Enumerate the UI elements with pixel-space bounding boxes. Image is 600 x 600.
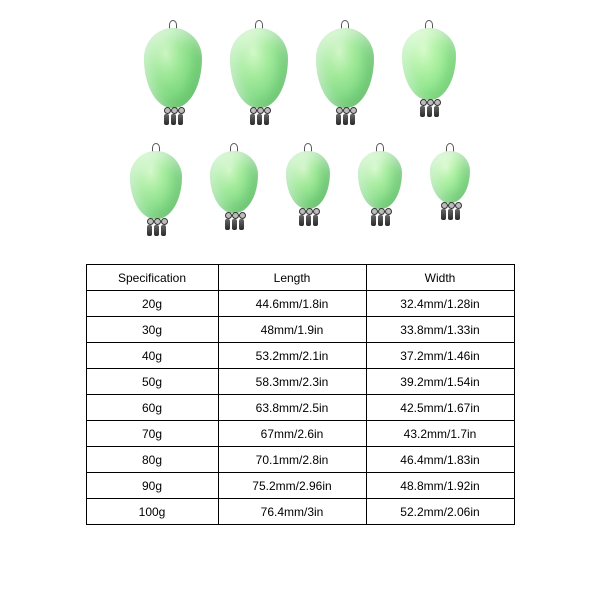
row1-item-0 [144, 20, 202, 125]
swivel-icon [264, 107, 269, 125]
swivel-icon [154, 218, 159, 236]
table-row: 80g70.1mm/2.8in46.4mm/1.83in [86, 447, 514, 473]
swivel-group [336, 107, 355, 125]
swivel-group [225, 212, 244, 230]
cell-length: 58.3mm/2.3in [218, 369, 366, 395]
swivel-group [299, 208, 318, 226]
swivel-group [371, 208, 390, 226]
cell-width: 33.8mm/1.33in [366, 317, 514, 343]
swivel-icon [336, 107, 341, 125]
float-bulb [230, 28, 288, 108]
table-header-row: Specification Length Width [86, 265, 514, 291]
swivel-icon [161, 218, 166, 236]
swivel-icon [427, 99, 432, 117]
swivel-group [164, 107, 183, 125]
float-bulb [130, 151, 182, 219]
float-bulb [402, 28, 456, 100]
table-row: 90g75.2mm/2.96in48.8mm/1.92in [86, 473, 514, 499]
row1-item-1 [230, 20, 288, 125]
cell-spec: 40g [86, 343, 218, 369]
swivel-group [147, 218, 166, 236]
table-row: 20g44.6mm/1.8in32.4mm/1.28in [86, 291, 514, 317]
swivel-icon [239, 212, 244, 230]
cell-length: 48mm/1.9in [218, 317, 366, 343]
row1-item-2 [316, 20, 374, 125]
cell-width: 43.2mm/1.7in [366, 421, 514, 447]
cell-width: 39.2mm/1.54in [366, 369, 514, 395]
cell-spec: 30g [86, 317, 218, 343]
product-row-2 [130, 143, 470, 236]
cell-width: 46.4mm/1.83in [366, 447, 514, 473]
cell-spec: 100g [86, 499, 218, 525]
cell-width: 48.8mm/1.92in [366, 473, 514, 499]
cell-spec: 50g [86, 369, 218, 395]
cell-spec: 80g [86, 447, 218, 473]
swivel-icon [306, 208, 311, 226]
header-specification: Specification [86, 265, 218, 291]
table-row: 50g58.3mm/2.3in39.2mm/1.54in [86, 369, 514, 395]
float-bulb [144, 28, 202, 108]
float-bulb [430, 151, 470, 203]
row2-item-3 [358, 143, 402, 236]
cell-width: 42.5mm/1.67in [366, 395, 514, 421]
swivel-icon [225, 212, 230, 230]
swivel-group [441, 202, 460, 220]
specification-table: Specification Length Width 20g44.6mm/1.8… [86, 264, 515, 525]
cell-width: 52.2mm/2.06in [366, 499, 514, 525]
swivel-icon [164, 107, 169, 125]
cell-length: 67mm/2.6in [218, 421, 366, 447]
swivel-icon [178, 107, 183, 125]
swivel-icon [147, 218, 152, 236]
float-bulb [286, 151, 330, 209]
cell-spec: 20g [86, 291, 218, 317]
swivel-icon [250, 107, 255, 125]
swivel-icon [420, 99, 425, 117]
swivel-icon [434, 99, 439, 117]
cell-spec: 70g [86, 421, 218, 447]
swivel-icon [350, 107, 355, 125]
row2-item-0 [130, 143, 182, 236]
swivel-icon [313, 208, 318, 226]
cell-length: 75.2mm/2.96in [218, 473, 366, 499]
header-width: Width [366, 265, 514, 291]
swivel-icon [455, 202, 460, 220]
table-row: 70g67mm/2.6in43.2mm/1.7in [86, 421, 514, 447]
product-image-area [0, 0, 600, 254]
swivel-icon [299, 208, 304, 226]
table-row: 30g48mm/1.9in33.8mm/1.33in [86, 317, 514, 343]
swivel-icon [448, 202, 453, 220]
header-length: Length [218, 265, 366, 291]
row1-item-3 [402, 20, 456, 125]
cell-length: 63.8mm/2.5in [218, 395, 366, 421]
product-row-1 [144, 20, 456, 125]
float-bulb [358, 151, 402, 209]
row2-item-2 [286, 143, 330, 236]
cell-spec: 60g [86, 395, 218, 421]
row2-item-1 [210, 143, 258, 236]
cell-length: 76.4mm/3in [218, 499, 366, 525]
float-bulb [316, 28, 374, 108]
float-bulb [210, 151, 258, 213]
swivel-icon [343, 107, 348, 125]
swivel-group [420, 99, 439, 117]
swivel-group [250, 107, 269, 125]
cell-length: 53.2mm/2.1in [218, 343, 366, 369]
table-row: 60g63.8mm/2.5in42.5mm/1.67in [86, 395, 514, 421]
row2-item-4 [430, 143, 470, 236]
swivel-icon [378, 208, 383, 226]
table-row: 100g76.4mm/3in52.2mm/2.06in [86, 499, 514, 525]
swivel-icon [232, 212, 237, 230]
swivel-icon [385, 208, 390, 226]
cell-length: 44.6mm/1.8in [218, 291, 366, 317]
cell-spec: 90g [86, 473, 218, 499]
swivel-icon [371, 208, 376, 226]
swivel-icon [441, 202, 446, 220]
cell-width: 37.2mm/1.46in [366, 343, 514, 369]
swivel-icon [257, 107, 262, 125]
cell-length: 70.1mm/2.8in [218, 447, 366, 473]
cell-width: 32.4mm/1.28in [366, 291, 514, 317]
table-row: 40g53.2mm/2.1in37.2mm/1.46in [86, 343, 514, 369]
swivel-icon [171, 107, 176, 125]
